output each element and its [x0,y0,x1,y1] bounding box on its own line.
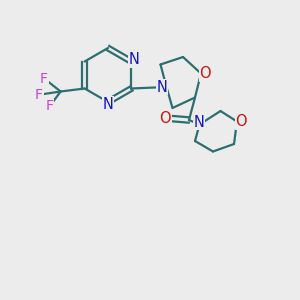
Text: O: O [159,111,171,126]
Text: F: F [45,100,53,113]
Text: N: N [128,52,139,68]
Text: N: N [194,115,205,130]
Text: F: F [40,72,48,86]
Text: F: F [35,88,43,102]
Text: O: O [200,66,211,81]
Text: O: O [236,114,247,129]
Text: N: N [103,97,113,112]
Text: N: N [157,80,167,94]
